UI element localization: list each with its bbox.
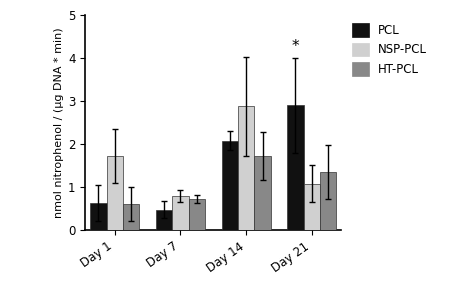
Bar bbox=[287, 105, 303, 230]
Bar bbox=[156, 210, 172, 230]
Bar bbox=[172, 196, 189, 230]
Bar bbox=[221, 141, 238, 230]
Legend: PCL, NSP-PCL, HT-PCL: PCL, NSP-PCL, HT-PCL bbox=[350, 21, 429, 78]
Bar bbox=[189, 199, 205, 230]
Text: *: * bbox=[292, 39, 299, 53]
Bar bbox=[238, 106, 255, 230]
Y-axis label: nmol nitrophenol / (μg DNA * min): nmol nitrophenol / (μg DNA * min) bbox=[54, 27, 64, 218]
Bar bbox=[90, 203, 107, 230]
Bar bbox=[320, 172, 337, 230]
Bar bbox=[123, 204, 139, 230]
Bar bbox=[255, 156, 271, 230]
Bar bbox=[107, 156, 123, 230]
Bar bbox=[303, 183, 320, 230]
